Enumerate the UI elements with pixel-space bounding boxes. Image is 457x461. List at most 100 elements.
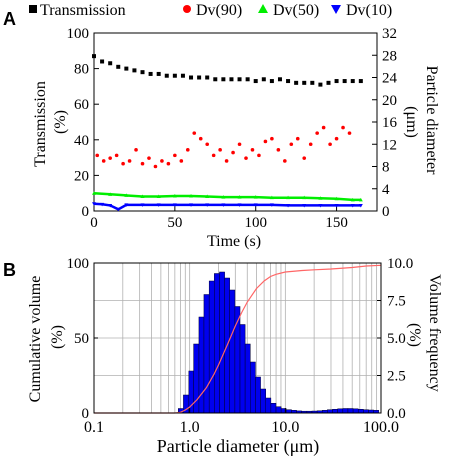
point-dv90 bbox=[153, 164, 158, 169]
y-tick-label-left-a: 40 bbox=[74, 133, 89, 149]
x-tick-label-a: 0 bbox=[90, 215, 98, 231]
y-tick-label-left-a: 0 bbox=[82, 204, 90, 220]
point-transmission bbox=[116, 64, 121, 69]
histogram-bar bbox=[244, 343, 251, 414]
point-dv50 bbox=[172, 193, 177, 198]
legend-dv50-label: Dv(50) bbox=[273, 2, 319, 19]
svg-text:Transmission (%): Transmission (%) bbox=[32, 77, 69, 167]
point-dv90 bbox=[173, 153, 177, 158]
histogram-bar bbox=[250, 361, 256, 414]
histogram-bar bbox=[208, 280, 215, 414]
histogram-bar bbox=[229, 289, 236, 414]
point-dv50 bbox=[140, 194, 145, 199]
point-dv10 bbox=[156, 203, 161, 207]
point-dv90 bbox=[315, 131, 319, 135]
point-dv10 bbox=[358, 203, 363, 208]
point-dv10 bbox=[92, 202, 96, 206]
point-dv90 bbox=[347, 131, 352, 135]
point-dv90 bbox=[263, 139, 268, 144]
point-transmission bbox=[237, 77, 242, 82]
svg-text:Volume frequency (%): Volume frequency (%) bbox=[406, 274, 443, 395]
point-dv90 bbox=[276, 148, 281, 152]
point-transmission bbox=[100, 59, 105, 64]
legend-a: Transmission Dv(90) Dv(50) Dv(10) bbox=[29, 2, 392, 19]
series-line-Dv(50) bbox=[93, 191, 361, 202]
y-tick-label-left-a: 20 bbox=[74, 168, 89, 184]
point-dv50 bbox=[286, 195, 291, 200]
legend-transmission-marker bbox=[29, 5, 37, 13]
y-tick-label-right-a: 28 bbox=[382, 48, 397, 64]
point-dv90 bbox=[250, 148, 255, 152]
y-tick-label-right-a: 8 bbox=[382, 160, 390, 176]
point-dv10 bbox=[172, 203, 177, 207]
y-axis-label-left-a-line1: Transmission bbox=[32, 81, 49, 167]
y-tick-label-right-a: 0 bbox=[382, 204, 390, 220]
point-dv90 bbox=[295, 136, 300, 141]
legend-dv50-marker bbox=[258, 4, 268, 13]
y-ticks-left-a: 0 20 40 60 80 100 bbox=[67, 26, 99, 220]
point-transmission bbox=[286, 79, 291, 84]
point-dv90 bbox=[160, 159, 164, 163]
point-dv10 bbox=[124, 203, 129, 207]
y-tick-label-right-a: 20 bbox=[382, 93, 397, 109]
histogram-bar bbox=[357, 409, 364, 414]
point-transmission bbox=[334, 79, 339, 84]
y-tick-label-right-b: 5.0 bbox=[387, 331, 406, 347]
point-transmission bbox=[140, 70, 145, 75]
point-transmission bbox=[172, 73, 177, 78]
point-transmission bbox=[132, 68, 137, 73]
histogram-bar bbox=[332, 409, 338, 414]
y-axis-label-right-a: Particle diameter (μm) bbox=[403, 66, 440, 179]
point-dv90 bbox=[237, 142, 242, 147]
point-dv50 bbox=[221, 195, 226, 199]
point-dv50 bbox=[269, 195, 274, 200]
point-dv90 bbox=[147, 156, 151, 160]
point-dv10 bbox=[100, 202, 105, 207]
point-dv90 bbox=[308, 142, 313, 147]
point-dv50 bbox=[124, 193, 129, 197]
point-transmission bbox=[310, 80, 315, 85]
legend-dv90-marker bbox=[183, 5, 191, 13]
histogram-bar bbox=[337, 408, 344, 414]
point-dv50 bbox=[253, 195, 258, 199]
y-tick-label-left-a: 60 bbox=[74, 97, 89, 113]
histogram-bar bbox=[342, 408, 349, 414]
histogram-bar bbox=[347, 408, 354, 414]
histogram-bar bbox=[270, 403, 277, 414]
svg-text:Particle diameter (μm): Particle diameter (μm) bbox=[403, 66, 440, 179]
histogram-bar bbox=[260, 388, 266, 414]
legend-transmission-label: Transmission bbox=[40, 2, 126, 19]
point-dv10 bbox=[269, 203, 274, 207]
y-tick-label-right-b: 2.5 bbox=[387, 369, 406, 385]
point-dv50 bbox=[92, 191, 96, 195]
y-tick-label-right-a: 4 bbox=[382, 182, 390, 198]
point-dv10 bbox=[286, 203, 291, 208]
point-dv50 bbox=[358, 197, 363, 202]
point-dv90 bbox=[211, 153, 216, 158]
plot-frame-a bbox=[93, 32, 378, 212]
point-dv90 bbox=[283, 159, 287, 163]
legend-dv90-label: Dv(90) bbox=[196, 2, 242, 19]
point-transmission bbox=[197, 75, 202, 80]
y-tick-label-right-a: 24 bbox=[382, 71, 398, 87]
series-a bbox=[92, 54, 363, 212]
x-tick-label-a: 100 bbox=[244, 215, 267, 231]
y-tick-label-left-b: 100 bbox=[67, 256, 90, 272]
point-dv10 bbox=[237, 203, 242, 207]
x-axis-label-a: Time (s) bbox=[207, 233, 261, 250]
point-dv10 bbox=[140, 203, 145, 207]
point-dv90 bbox=[218, 148, 222, 152]
point-transmission bbox=[318, 82, 323, 87]
y-tick-label-right-a: 32 bbox=[382, 26, 397, 42]
point-transmission bbox=[148, 71, 153, 76]
point-dv50 bbox=[205, 194, 210, 199]
point-dv10 bbox=[116, 207, 121, 212]
bars-b bbox=[178, 271, 380, 414]
histogram-bar bbox=[219, 271, 225, 414]
point-transmission bbox=[205, 75, 210, 80]
y-tick-label-left-a: 100 bbox=[67, 26, 90, 42]
point-dv90 bbox=[198, 136, 203, 141]
point-dv10 bbox=[350, 203, 355, 208]
point-dv90 bbox=[341, 125, 345, 130]
